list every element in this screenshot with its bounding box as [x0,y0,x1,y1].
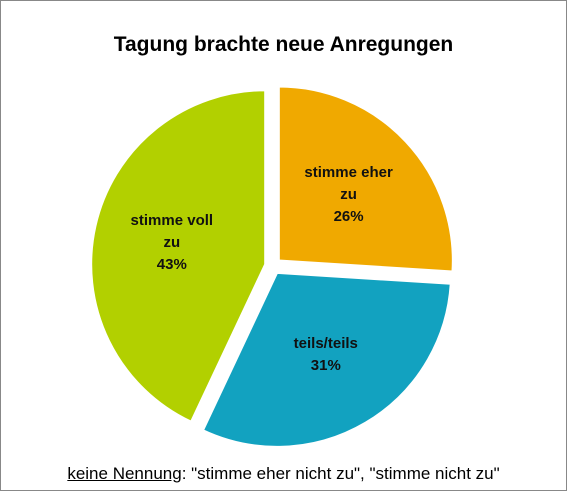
value-label: 43% [156,256,187,274]
slice-label: stimme eher zu 26% [299,162,399,228]
category-label: stimme eher zu [304,164,393,203]
footnote: keine Nennung: "stimme eher nicht zu", "… [1,464,566,484]
category-label: stimme voll zu [130,212,214,252]
chart-title: Tagung brachte neue Anregungen [113,33,454,56]
pie-slice [277,85,454,273]
pie-slice [90,89,267,424]
slice-label: stimme voll zu 43% [122,210,222,276]
category-label: teils/teils [293,335,358,353]
pie-slice [201,271,452,448]
footnote-label: keine Nennung [67,464,182,483]
slice-label: teils/teils 31% [276,333,376,377]
value-label: 26% [333,208,364,225]
value-label: 31% [310,357,341,375]
footnote-text: : "stimme eher nicht zu", "stimme nicht … [181,464,500,483]
